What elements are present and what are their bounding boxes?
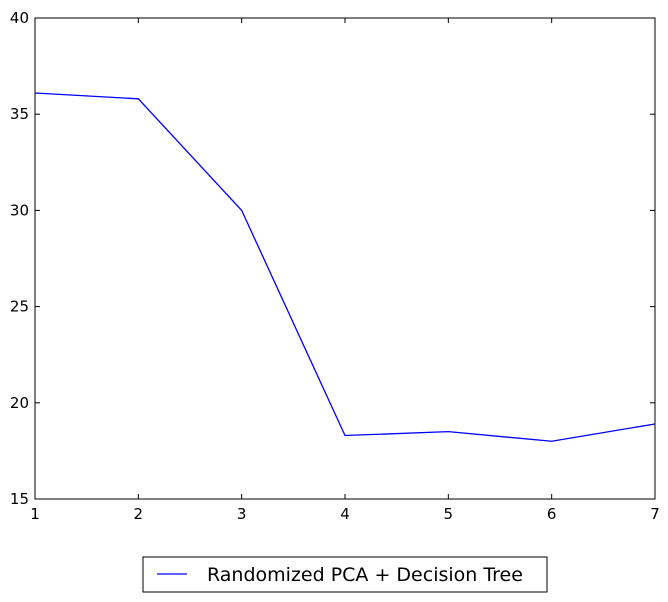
- x-tick-label: 6: [547, 505, 557, 523]
- legend: Randomized PCA + Decision Tree: [142, 556, 548, 593]
- x-tick-label: 7: [650, 505, 660, 523]
- x-tick-label: 2: [134, 505, 144, 523]
- axes-frame: [34, 17, 656, 500]
- x-tick-label: 4: [340, 505, 350, 523]
- series-layer: [34, 92, 656, 442]
- x-tick-label: 1: [30, 505, 40, 523]
- y-tick-label: 35: [10, 105, 29, 123]
- y-axis-ticks: 15 20 25 30 35 40: [10, 9, 655, 508]
- y-tick-label: 25: [10, 298, 29, 316]
- x-tick-label: 3: [237, 505, 247, 523]
- legend-box: [142, 556, 548, 593]
- y-tick-label: 40: [10, 9, 29, 27]
- y-tick-label: 15: [10, 490, 29, 508]
- y-tick-label: 20: [10, 394, 29, 412]
- x-tick-label: 5: [444, 505, 454, 523]
- y-tick-label: 30: [10, 201, 29, 219]
- x-axis-ticks: 1 2 3 4 5 6 7: [30, 18, 660, 523]
- legend-label: Randomized PCA + Decision Tree: [207, 564, 523, 586]
- series-line: [34, 92, 656, 442]
